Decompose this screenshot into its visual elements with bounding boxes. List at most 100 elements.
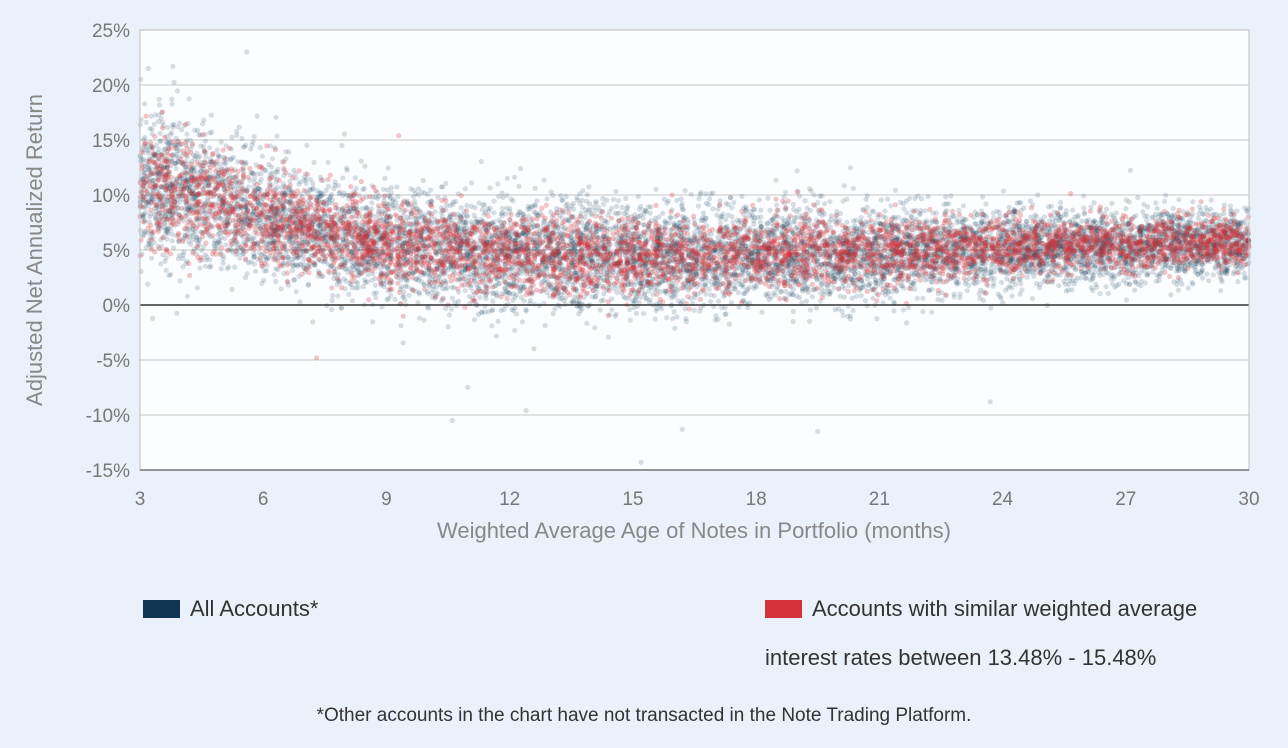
scatter-point bbox=[726, 321, 733, 327]
scatter-point bbox=[783, 288, 789, 295]
scatter-point bbox=[458, 205, 464, 211]
scatter-point bbox=[304, 142, 310, 148]
scatter-point bbox=[656, 280, 662, 286]
scatter-point bbox=[329, 235, 335, 241]
scatter-point bbox=[1236, 237, 1242, 243]
scatter-point bbox=[1244, 244, 1250, 250]
scatter-point bbox=[1046, 242, 1052, 248]
scatter-point bbox=[1128, 243, 1134, 249]
scatter-point bbox=[297, 179, 303, 185]
scatter-point bbox=[1107, 242, 1113, 248]
scatter-point bbox=[672, 256, 678, 262]
scatter-point bbox=[315, 249, 321, 255]
scatter-point bbox=[835, 270, 841, 276]
scatter-point bbox=[765, 195, 771, 201]
scatter-point bbox=[489, 234, 495, 240]
scatter-point bbox=[676, 267, 682, 273]
scatter-point bbox=[454, 237, 460, 243]
scatter-point bbox=[892, 216, 898, 222]
scatter-point bbox=[952, 272, 958, 278]
scatter-point bbox=[344, 167, 350, 173]
scatter-point bbox=[561, 285, 567, 291]
scatter-point bbox=[348, 258, 354, 264]
scatter-point bbox=[976, 240, 983, 246]
scatter-point bbox=[861, 207, 867, 213]
scatter-point bbox=[150, 315, 156, 321]
scatter-point bbox=[792, 265, 798, 271]
scatter-point bbox=[264, 214, 270, 220]
scatter-point bbox=[385, 271, 391, 277]
scatter-point bbox=[584, 192, 590, 198]
scatter-point bbox=[605, 334, 611, 340]
scatter-point bbox=[328, 235, 335, 241]
scatter-point bbox=[1098, 259, 1104, 265]
scatter-point bbox=[944, 208, 950, 214]
scatter-point bbox=[552, 306, 558, 312]
scatter-point bbox=[274, 199, 280, 205]
scatter-point bbox=[569, 247, 575, 253]
scatter-point bbox=[1046, 225, 1052, 231]
scatter-point bbox=[1023, 218, 1030, 225]
scatter-point bbox=[470, 289, 476, 295]
scatter-point bbox=[757, 219, 764, 225]
scatter-point bbox=[1027, 266, 1033, 272]
scatter-point bbox=[223, 242, 229, 248]
scatter-point bbox=[328, 192, 334, 198]
scatter-point bbox=[495, 181, 501, 187]
scatter-point bbox=[685, 279, 691, 285]
scatter-point bbox=[1062, 266, 1068, 272]
scatter-point bbox=[695, 203, 702, 209]
scatter-point bbox=[707, 299, 714, 305]
scatter-point bbox=[898, 273, 904, 279]
scatter-point bbox=[478, 158, 484, 165]
scatter-point bbox=[1048, 203, 1054, 209]
scatter-point bbox=[303, 180, 309, 186]
scatter-point bbox=[1227, 203, 1233, 209]
scatter-point bbox=[670, 250, 677, 256]
scatter-point bbox=[719, 236, 726, 242]
scatter-point bbox=[1183, 249, 1189, 255]
scatter-point bbox=[821, 201, 828, 207]
scatter-point bbox=[839, 277, 845, 283]
scatter-point bbox=[1120, 220, 1126, 226]
scatter-point bbox=[661, 259, 667, 266]
scatter-point bbox=[783, 189, 789, 195]
scatter-point bbox=[844, 219, 850, 225]
scatter-point bbox=[275, 226, 281, 233]
scatter-point bbox=[1120, 256, 1126, 262]
scatter-point bbox=[749, 251, 755, 257]
scatter-point bbox=[703, 191, 709, 197]
scatter-point bbox=[920, 295, 926, 301]
scatter-point bbox=[598, 264, 604, 270]
scatter-point bbox=[1180, 209, 1186, 215]
scatter-point bbox=[764, 245, 770, 251]
scatter-point bbox=[1175, 231, 1181, 237]
scatter-point bbox=[407, 208, 413, 215]
scatter-point bbox=[1081, 193, 1087, 199]
scatter-point bbox=[739, 193, 745, 200]
scatter-point bbox=[734, 265, 740, 271]
scatter-point bbox=[464, 251, 470, 257]
scatter-point bbox=[846, 259, 852, 265]
scatter-point bbox=[873, 284, 879, 290]
scatter-point bbox=[766, 261, 772, 267]
scatter-point bbox=[1132, 287, 1138, 293]
scatter-point bbox=[414, 216, 420, 222]
scatter-point bbox=[1205, 257, 1211, 263]
scatter-point bbox=[896, 214, 902, 220]
scatter-point bbox=[402, 224, 408, 230]
scatter-point bbox=[553, 210, 559, 216]
scatter-point bbox=[895, 236, 901, 242]
scatter-point bbox=[1192, 227, 1198, 233]
scatter-point bbox=[169, 101, 175, 107]
scatter-point bbox=[169, 238, 175, 244]
scatter-point bbox=[1241, 256, 1247, 262]
scatter-point bbox=[489, 290, 496, 296]
scatter-point bbox=[415, 245, 421, 251]
scatter-point bbox=[864, 273, 870, 279]
scatter-point bbox=[883, 215, 889, 221]
scatter-point bbox=[231, 190, 237, 197]
scatter-point bbox=[1103, 264, 1109, 271]
scatter-point bbox=[627, 317, 633, 323]
scatter-point bbox=[379, 208, 386, 215]
